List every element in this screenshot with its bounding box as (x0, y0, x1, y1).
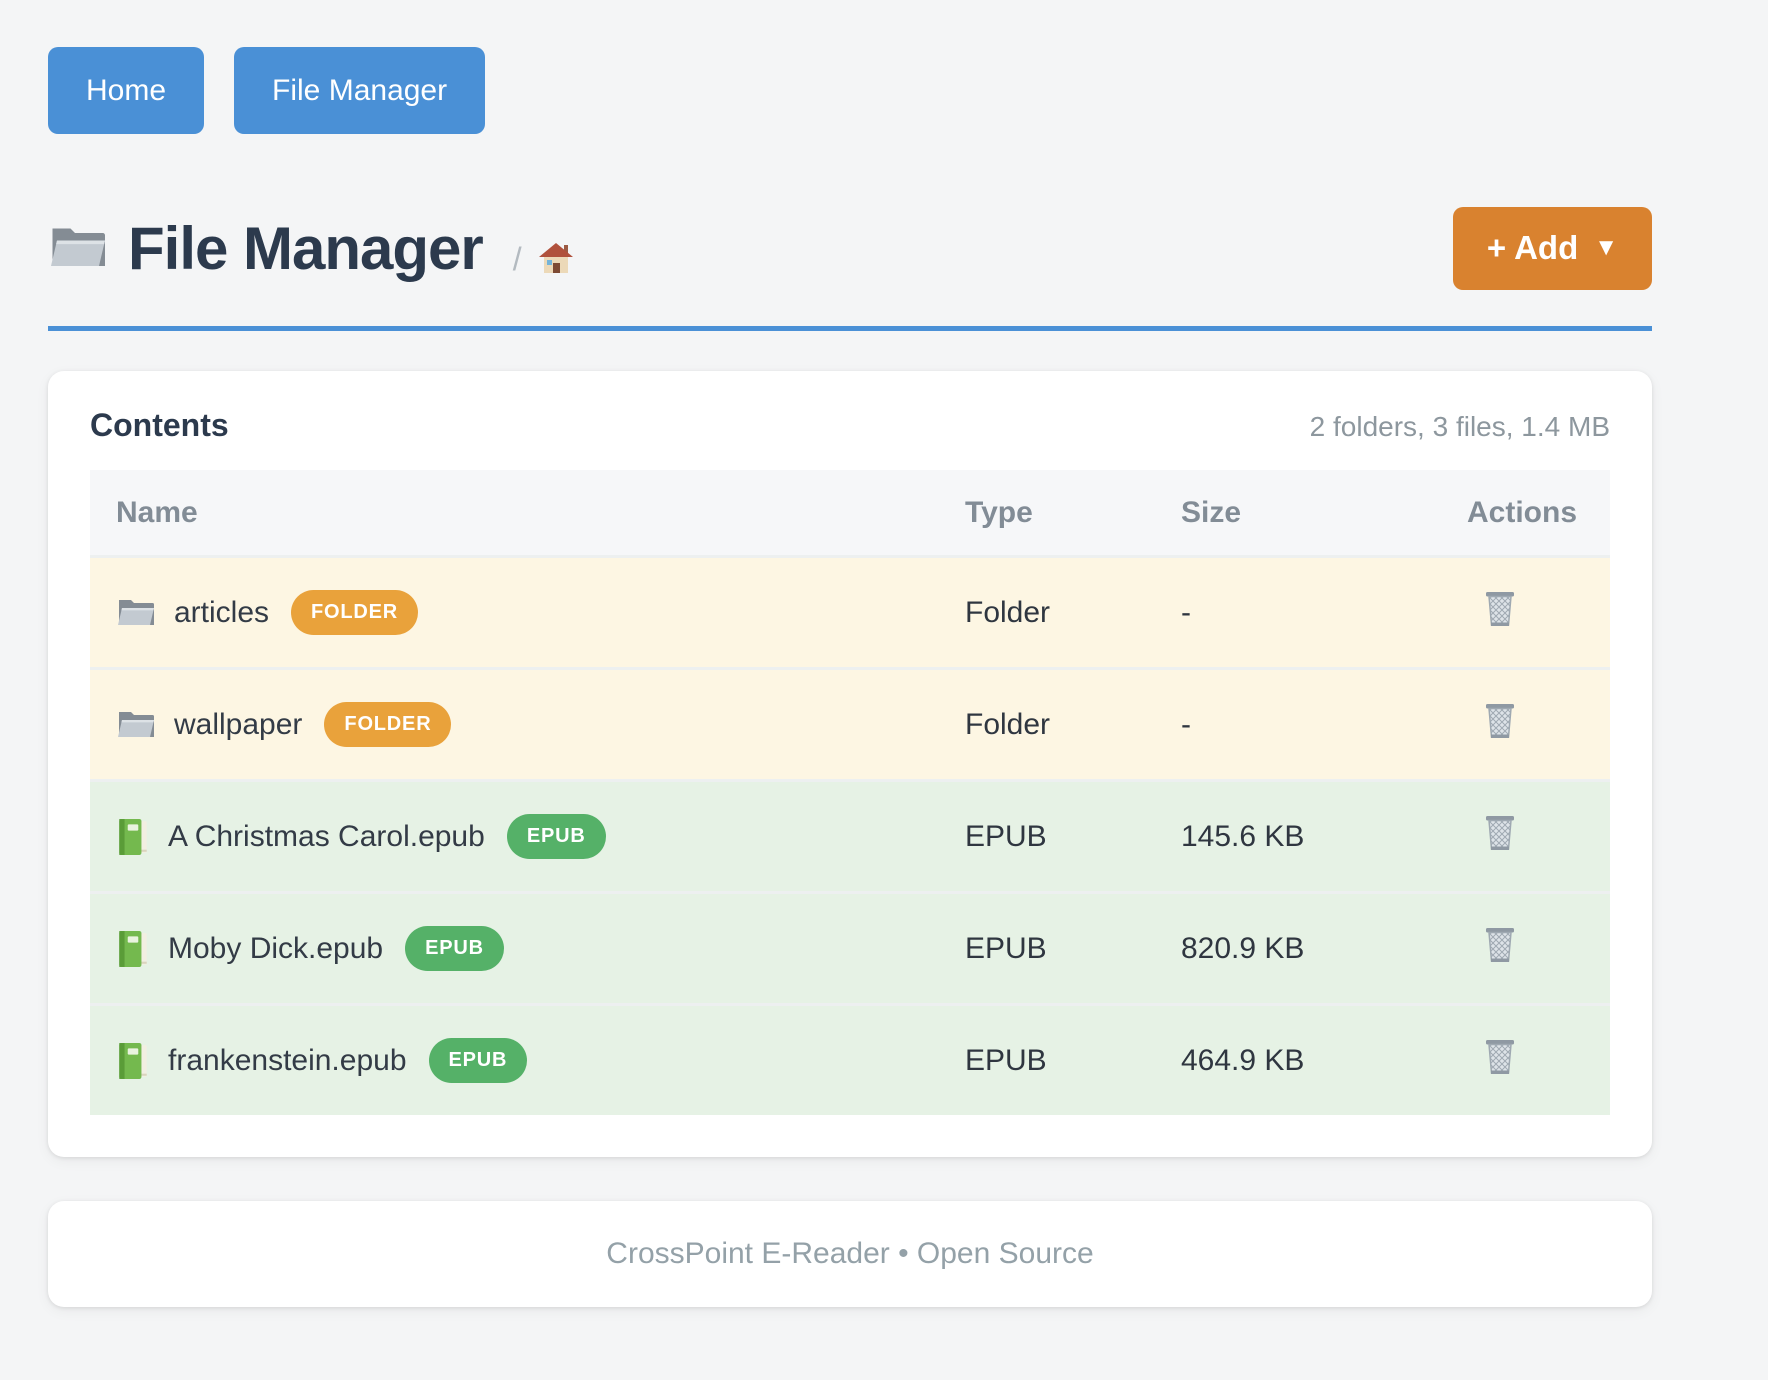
file-type: EPUB (965, 819, 1047, 853)
top-nav: Home File Manager (48, 47, 1652, 134)
file-type: EPUB (965, 931, 1047, 965)
file-type: Folder (965, 595, 1051, 629)
column-header-size: Size (1181, 495, 1242, 529)
footer-text: CrossPoint E-Reader • Open Source (606, 1237, 1094, 1270)
file-size: 145.6 KB (1181, 819, 1305, 853)
file-type: Folder (965, 707, 1051, 741)
file-name[interactable]: A Christmas Carol.epub (168, 819, 485, 853)
epub-badge: EPUB (428, 1038, 528, 1083)
file-name[interactable]: articles (174, 595, 270, 629)
file-size: - (1181, 595, 1191, 629)
file-manager-button[interactable]: File Manager (234, 47, 486, 134)
trash-icon (1481, 701, 1519, 741)
book-icon (116, 1042, 150, 1080)
table-row[interactable]: wallpaper FOLDER Folder - (90, 667, 1610, 779)
file-name[interactable]: frankenstein.epub (168, 1043, 407, 1077)
file-table: Name Type Size Actions articles FOLDER F… (90, 470, 1610, 1115)
house-icon[interactable] (538, 242, 574, 276)
table-row[interactable]: frankenstein.epub EPUB EPUB 464.9 KB (90, 1003, 1610, 1115)
breadcrumb-separator: / (512, 240, 522, 277)
delete-button[interactable] (1467, 589, 1519, 629)
book-icon (116, 818, 150, 856)
delete-button[interactable] (1467, 1037, 1519, 1077)
chevron-down-icon: ▼ (1594, 234, 1618, 261)
folder-badge: FOLDER (291, 590, 419, 635)
trash-icon (1481, 589, 1519, 629)
folder-icon (116, 596, 156, 630)
epub-badge: EPUB (405, 926, 504, 971)
page-title-text: File Manager (128, 214, 484, 282)
trash-icon (1481, 925, 1519, 965)
file-name[interactable]: wallpaper (174, 707, 303, 741)
table-row[interactable]: A Christmas Carol.epub EPUB EPUB 145.6 K… (90, 779, 1610, 891)
column-header-name: Name (116, 495, 198, 529)
book-icon (116, 930, 150, 968)
title-row: File Manager / + Add ▼ (48, 200, 1652, 296)
file-size: - (1181, 707, 1191, 741)
delete-button[interactable] (1467, 813, 1519, 853)
folder-badge: FOLDER (324, 702, 452, 747)
file-size: 820.9 KB (1181, 931, 1305, 965)
delete-button[interactable] (1467, 925, 1519, 965)
delete-button[interactable] (1467, 701, 1519, 741)
contents-card: Contents 2 folders, 3 files, 1.4 MB Name… (48, 371, 1652, 1157)
contents-summary: 2 folders, 3 files, 1.4 MB (1309, 411, 1610, 442)
home-button[interactable]: Home (48, 47, 205, 134)
file-size: 464.9 KB (1181, 1043, 1305, 1077)
footer-card: CrossPoint E-Reader • Open Source (48, 1201, 1652, 1307)
title-divider (48, 326, 1652, 331)
table-row[interactable]: Moby Dick.epub EPUB EPUB 820.9 KB (90, 891, 1610, 1003)
add-button[interactable]: + Add ▼ (1452, 206, 1652, 290)
contents-header: Contents 2 folders, 3 files, 1.4 MB (90, 407, 1610, 444)
add-button-label: + Add (1486, 229, 1579, 266)
table-row[interactable]: articles FOLDER Folder - (90, 555, 1610, 667)
trash-icon (1481, 813, 1519, 853)
contents-heading: Contents (90, 407, 229, 443)
folder-icon (116, 708, 156, 742)
trash-icon (1481, 1037, 1519, 1077)
page: Home File Manager File Manager / + Add ▼… (48, 47, 1652, 1307)
folder-icon (48, 222, 108, 274)
epub-badge: EPUB (506, 814, 606, 859)
breadcrumb: / (513, 241, 574, 278)
file-type: EPUB (965, 1043, 1047, 1077)
file-name[interactable]: Moby Dick.epub (168, 931, 384, 965)
table-header-row: Name Type Size Actions (90, 470, 1610, 555)
column-header-actions: Actions (1467, 495, 1578, 529)
column-header-name: Type (965, 495, 1033, 529)
page-title: File Manager (48, 214, 484, 283)
